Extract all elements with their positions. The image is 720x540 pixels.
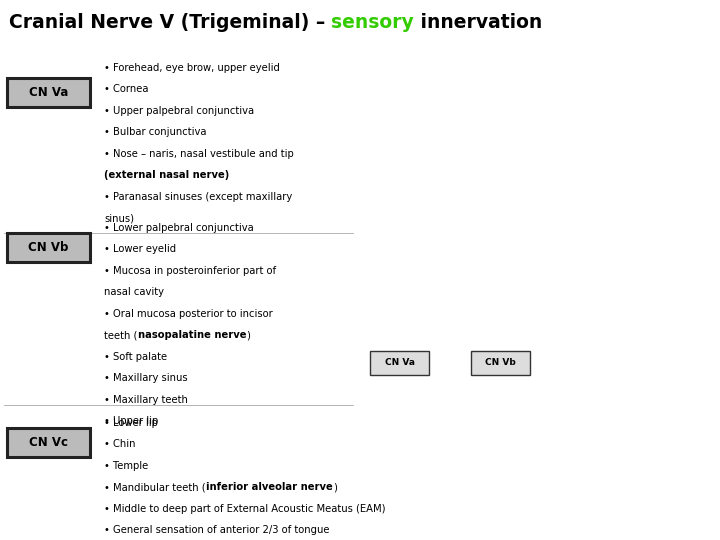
Text: Cranial Nerve V (Trigeminal) –: Cranial Nerve V (Trigeminal) – bbox=[9, 13, 331, 32]
FancyBboxPatch shape bbox=[7, 428, 90, 457]
Text: • Mucosa in posteroinferior part of: • Mucosa in posteroinferior part of bbox=[104, 266, 276, 276]
Text: • Mandibular teeth (: • Mandibular teeth ( bbox=[104, 482, 206, 492]
Text: nasopalatine nerve: nasopalatine nerve bbox=[138, 330, 246, 340]
Text: • Oral mucosa posterior to incisor: • Oral mucosa posterior to incisor bbox=[104, 309, 273, 319]
Text: • Nose – naris, nasal vestibule and tip: • Nose – naris, nasal vestibule and tip bbox=[104, 149, 294, 159]
Text: ): ) bbox=[333, 482, 337, 492]
FancyBboxPatch shape bbox=[7, 78, 90, 107]
Text: • Maxillary sinus: • Maxillary sinus bbox=[104, 373, 188, 383]
Text: CN Va: CN Va bbox=[29, 86, 68, 99]
Text: • Temple: • Temple bbox=[104, 461, 148, 470]
Text: • Upper palpebral conjunctiva: • Upper palpebral conjunctiva bbox=[104, 106, 255, 116]
Text: nasal cavity: nasal cavity bbox=[104, 287, 164, 297]
Text: ): ) bbox=[246, 330, 250, 340]
Text: CN Vb: CN Vb bbox=[485, 358, 516, 367]
FancyBboxPatch shape bbox=[471, 350, 529, 375]
Text: CN Vb: CN Vb bbox=[28, 241, 69, 254]
Text: • Middle to deep part of External Acoustic Meatus (EAM): • Middle to deep part of External Acoust… bbox=[104, 503, 386, 514]
Text: sensory: sensory bbox=[331, 13, 414, 32]
Text: • Maxillary teeth: • Maxillary teeth bbox=[104, 395, 188, 404]
Text: • Lower lip: • Lower lip bbox=[104, 417, 158, 428]
Text: • General sensation of anterior 2/3 of tongue: • General sensation of anterior 2/3 of t… bbox=[104, 525, 330, 535]
Text: • Forehead, eye brow, upper eyelid: • Forehead, eye brow, upper eyelid bbox=[104, 63, 280, 73]
Text: • Upper lip: • Upper lip bbox=[104, 416, 158, 426]
Text: (external nasal nerve): (external nasal nerve) bbox=[104, 171, 230, 180]
Text: sinus): sinus) bbox=[104, 213, 135, 224]
Text: • Chin: • Chin bbox=[104, 439, 136, 449]
Text: inferior alveolar nerve: inferior alveolar nerve bbox=[206, 482, 333, 492]
Text: • Lower palpebral conjunctiva: • Lower palpebral conjunctiva bbox=[104, 223, 254, 233]
Text: • Soft palate: • Soft palate bbox=[104, 352, 168, 362]
Text: CN Va: CN Va bbox=[384, 358, 415, 367]
Text: teeth (: teeth ( bbox=[104, 330, 138, 340]
FancyBboxPatch shape bbox=[371, 350, 429, 375]
FancyBboxPatch shape bbox=[7, 233, 90, 262]
Text: • Cornea: • Cornea bbox=[104, 84, 149, 94]
Text: innervation: innervation bbox=[414, 13, 542, 32]
Text: • Paranasal sinuses (except maxillary: • Paranasal sinuses (except maxillary bbox=[104, 192, 292, 202]
Text: • Lower eyelid: • Lower eyelid bbox=[104, 244, 176, 254]
Text: • Bulbar conjunctiva: • Bulbar conjunctiva bbox=[104, 127, 207, 137]
Text: CN Vc: CN Vc bbox=[29, 436, 68, 449]
